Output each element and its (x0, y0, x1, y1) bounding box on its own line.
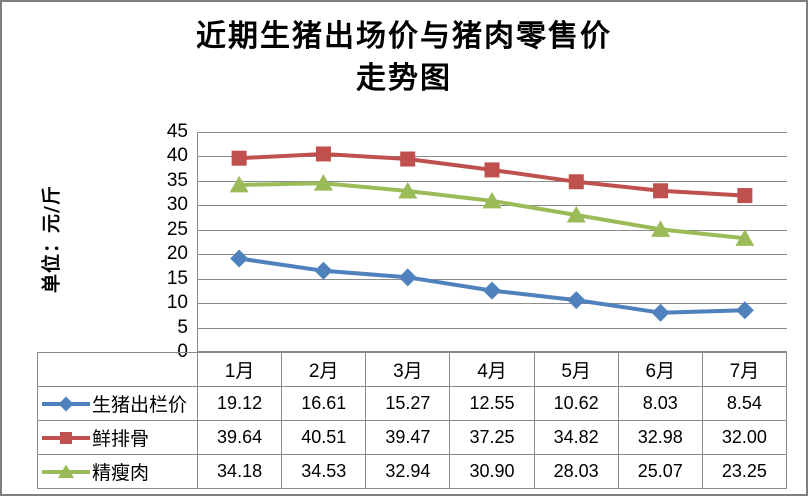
series-name-label: 精瘦肉 (92, 463, 150, 484)
value-cell: 15.27 (365, 386, 451, 421)
data-table: 1月 2月 3月 4月 5月 6月 7月 生猪出栏价 19.12 16.61 15.27 12.55… (37, 352, 788, 489)
month-header-cell: 3月 (365, 352, 451, 387)
table-row: 鲜排骨 39.64 40.51 39.47 37.25 34.82 32.98 32.00 (37, 420, 788, 455)
legend-key-square-icon (42, 431, 90, 444)
value-cell: 23.25 (701, 454, 788, 489)
value-cell: 16.61 (281, 386, 367, 421)
chart-title-line2: 走势图 (356, 61, 452, 96)
value-cell: 10.62 (533, 386, 619, 421)
series-name-cell: 精瘦肉 (37, 454, 198, 489)
y-axis-tick-label: 5 (177, 316, 188, 338)
table-row: 精瘦肉 34.18 34.53 32.94 30.90 28.03 25.07 23.25 (37, 454, 788, 489)
value-cell: 34.82 (533, 420, 619, 455)
series-name-cell: 生猪出栏价 (37, 386, 198, 421)
value-cell: 32.00 (701, 420, 788, 455)
y-axis-tick-label: 0 (177, 341, 188, 362)
value-cell: 19.12 (196, 386, 283, 421)
legend-key-diamond-icon (42, 396, 90, 411)
value-cell: 25.07 (617, 454, 703, 489)
value-cell: 30.90 (449, 454, 535, 489)
value-cell: 32.94 (365, 454, 451, 489)
value-cell: 8.54 (701, 386, 788, 421)
value-cell: 34.53 (281, 454, 367, 489)
series-name-cell: 鲜排骨 (37, 420, 198, 455)
month-header-cell: 5月 (533, 352, 619, 387)
month-header-cell: 2月 (281, 352, 367, 387)
month-header-cell: 1月 (196, 352, 283, 387)
y-axis-tick-label: 45 (166, 121, 188, 142)
y-axis-tick-label: 20 (166, 243, 188, 265)
value-cell: 8.03 (617, 386, 703, 421)
value-cell: 40.51 (281, 420, 367, 455)
value-cell: 28.03 (533, 454, 619, 489)
y-axis-tick-label: 40 (166, 145, 188, 167)
month-header-cell: 7月 (701, 352, 788, 387)
legend-key-triangle-icon (42, 464, 90, 478)
series-name-label: 鲜排骨 (92, 429, 150, 450)
value-cell: 32.98 (617, 420, 703, 455)
series-name-label: 生猪出栏价 (92, 395, 188, 416)
y-axis-tick-label: 30 (166, 194, 188, 216)
data-table-body: 生猪出栏价 19.12 16.61 15.27 12.55 10.62 8.03 8.54 鲜排… (37, 386, 788, 489)
plot-area (197, 132, 787, 352)
y-axis-tick-label: 35 (166, 169, 188, 191)
chart-title-line1: 近期生猪出场价与猪肉零售价 (196, 19, 612, 54)
value-cell: 39.64 (196, 420, 283, 455)
y-axis-tick-label: 25 (166, 218, 188, 240)
y-axis-title: 单位：元/斤 (40, 185, 63, 293)
month-header-cell: 6月 (617, 352, 703, 387)
month-header-cell: 4月 (449, 352, 535, 387)
value-cell: 12.55 (449, 386, 535, 421)
table-corner-cell (37, 352, 198, 387)
y-axis-tick-label: 10 (166, 292, 188, 314)
chart-title: 近期生猪出场价与猪肉零售价 走势图 (2, 16, 806, 100)
value-cell: 34.18 (196, 454, 283, 489)
y-axis-tick-label: 15 (166, 267, 188, 289)
value-cell: 37.25 (449, 420, 535, 455)
value-cell: 39.47 (365, 420, 451, 455)
data-table-header: 1月 2月 3月 4月 5月 6月 7月 (37, 352, 788, 387)
table-row: 生猪出栏价 19.12 16.61 15.27 12.55 10.62 8.03 8.54 (37, 386, 788, 421)
